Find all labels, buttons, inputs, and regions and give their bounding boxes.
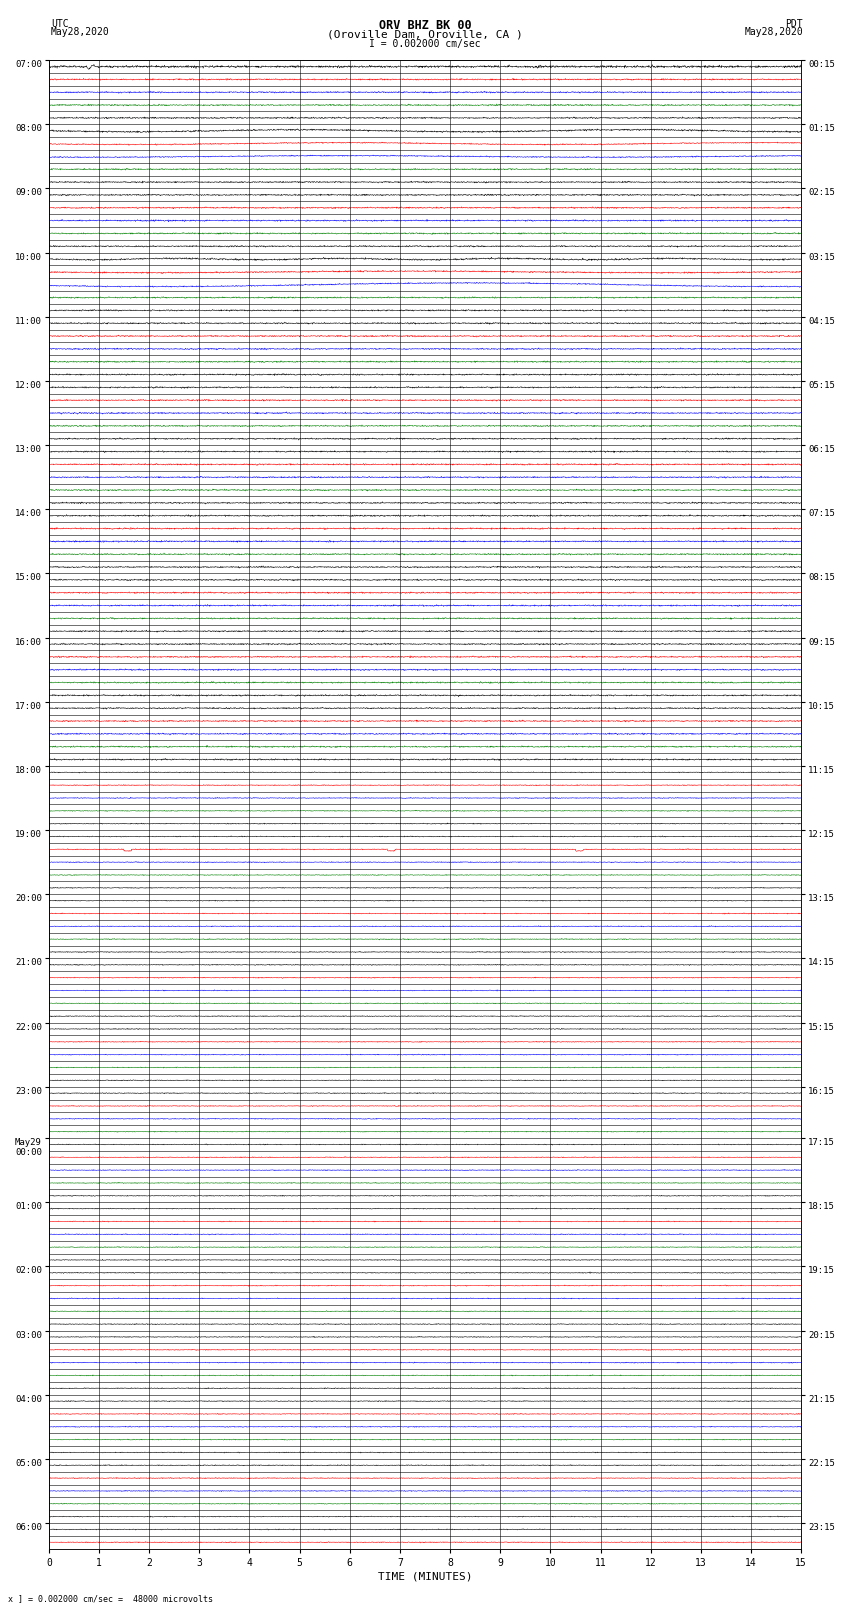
X-axis label: TIME (MINUTES): TIME (MINUTES): [377, 1573, 473, 1582]
Text: May28,2020: May28,2020: [51, 27, 110, 37]
Text: I = 0.002000 cm/sec: I = 0.002000 cm/sec: [369, 39, 481, 48]
Text: May28,2020: May28,2020: [745, 27, 803, 37]
Text: PDT: PDT: [785, 19, 803, 29]
Text: x ] = 0.002000 cm/sec =  48000 microvolts: x ] = 0.002000 cm/sec = 48000 microvolts: [8, 1594, 213, 1603]
Text: (Oroville Dam, Oroville, CA ): (Oroville Dam, Oroville, CA ): [327, 29, 523, 39]
Text: ORV BHZ BK 00: ORV BHZ BK 00: [379, 19, 471, 32]
Text: UTC: UTC: [51, 19, 69, 29]
